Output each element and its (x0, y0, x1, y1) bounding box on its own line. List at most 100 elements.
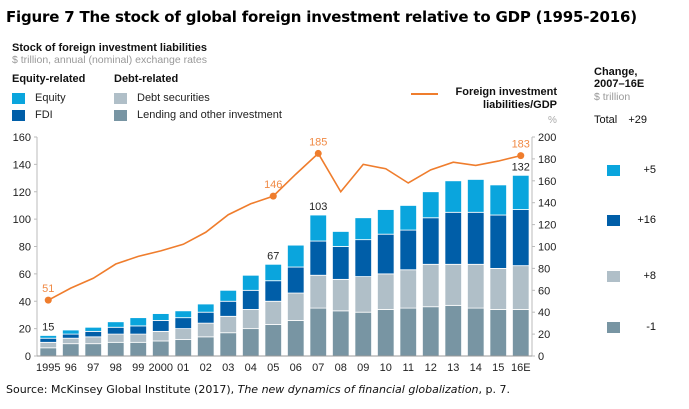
bar-segment-equity (242, 274, 260, 291)
right-axis-unit: % (548, 115, 557, 126)
bar-segment-debt-securities (377, 273, 395, 310)
bar-segment-debt-securities (354, 276, 372, 313)
legend-item-fdi: FDI (12, 109, 53, 121)
x-axis-tick-label: 2000 (149, 362, 173, 374)
bar-segment-debt-securities (152, 330, 170, 342)
change-total: Total +29 (594, 114, 647, 126)
source-note: Source: McKinsey Global Institute (2017)… (6, 383, 510, 396)
bar-segment-fdi (242, 289, 260, 310)
bar-segment-lending-and-other-investment (422, 306, 440, 357)
left-axis-tick-label: 20 (19, 324, 31, 336)
bar-total-label: 103 (309, 201, 327, 213)
change-total-label: Total (594, 114, 618, 126)
bar-segment-fdi (287, 266, 305, 294)
x-axis-tick-label: 14 (470, 362, 482, 374)
bar-segment-fdi (84, 330, 102, 338)
bar-segment-lending-and-other-investment (197, 336, 215, 357)
bar-segment-debt-securities (512, 265, 530, 310)
bar-segment-lending-and-other-investment (444, 304, 462, 357)
bar-segment-equity (197, 303, 215, 313)
right-axis-tick-label: 20 (538, 329, 550, 341)
x-axis-tick-label: 13 (447, 362, 459, 374)
bar-segment-fdi (377, 233, 395, 275)
right-axis-tick-label: 0 (538, 351, 544, 363)
gdp-ratio-label: 146 (264, 179, 282, 191)
change-value: +5 (643, 164, 656, 176)
bar-segment-lending-and-other-investment (39, 347, 57, 357)
chart-title: Stock of foreign investment liabilities (12, 42, 207, 54)
change-swatch (607, 214, 620, 226)
change-title-2: 2007–16E (594, 78, 645, 90)
left-axis-tick-label: 0 (25, 351, 31, 363)
bar-segment-lending-and-other-investment (309, 307, 327, 357)
legend-line-label-2: liabilities/GDP (483, 99, 557, 111)
bar-segment-debt-securities (219, 315, 237, 334)
x-axis-tick-label: 07 (312, 362, 324, 374)
bar-segment-equity (354, 217, 372, 241)
bar-segment-fdi (332, 246, 350, 280)
bar-segment-fdi (309, 240, 327, 276)
bar-segment-lending-and-other-investment (489, 309, 507, 357)
bar-segment-fdi (354, 239, 372, 278)
bar-segment-debt-securities (489, 267, 507, 310)
left-axis-tick-label: 100 (13, 214, 31, 226)
bar-segment-fdi (467, 211, 485, 265)
gdp-ratio-point (314, 149, 322, 157)
change-row-equity: +5 (607, 164, 656, 176)
x-axis-tick-label: 04 (245, 362, 257, 374)
bar-segment-equity (422, 191, 440, 219)
bar-segment-debt-securities (444, 263, 462, 306)
legend-item-lending: Lending and other investment (114, 109, 282, 121)
bar-segment-debt-securities (174, 328, 192, 340)
bar-segment-equity (377, 209, 395, 235)
legend-swatch-debt-securities (114, 92, 127, 104)
x-axis-tick-label: 11 (403, 362, 414, 374)
gdp-ratio-label: 185 (309, 136, 327, 148)
x-axis-tick-label: 1995 (36, 362, 60, 374)
right-axis-tick-label: 40 (538, 307, 550, 319)
change-unit: $ trillion (594, 91, 631, 103)
bar-segment-lending-and-other-investment (399, 307, 417, 357)
bar-segment-lending-and-other-investment (287, 320, 305, 357)
bar-segment-fdi (152, 320, 170, 332)
bar-segment-lending-and-other-investment (264, 324, 282, 357)
bar-segment-fdi (444, 211, 462, 265)
bar-segment-debt-securities (107, 333, 125, 343)
x-axis-tick-label: 97 (87, 362, 99, 374)
bar-segment-equity (219, 289, 237, 302)
gdp-ratio-label: 183 (512, 139, 530, 151)
legend-line-label: Foreign investment liabilities/GDP (456, 86, 557, 112)
bar-segment-equity (62, 329, 80, 335)
change-row-lending: -1 (607, 321, 656, 333)
right-axis-tick-label: 80 (538, 263, 550, 275)
right-axis-tick-label: 140 (538, 198, 556, 210)
bar-segment-fdi (39, 337, 57, 343)
bar-segment-equity (264, 263, 282, 282)
change-panel-title: Change, 2007–16E (594, 66, 644, 90)
bar-segment-debt-securities (309, 274, 327, 309)
bar-segment-equity (39, 335, 57, 339)
bar-segment-fdi (107, 326, 125, 335)
source-suffix: , p. 7. (478, 383, 510, 396)
legend-label: Lending and other investment (137, 109, 282, 121)
bar-segment-debt-securities (422, 263, 440, 308)
source-title: The new dynamics of financial globalizat… (237, 383, 479, 396)
right-axis-tick-label: 120 (538, 220, 556, 232)
bar-segment-equity (129, 317, 147, 327)
legend-line-label-1: Foreign investment (455, 86, 557, 98)
bar-segment-equity (152, 313, 170, 321)
legend-swatch-fdi (12, 109, 25, 121)
legend-label: Debt securities (137, 92, 210, 104)
bar-segment-equity (107, 321, 125, 328)
bar-segment-equity (287, 244, 305, 268)
bar-segment-lending-and-other-investment (512, 309, 530, 357)
source-prefix: Source: McKinsey Global Institute (2017)… (6, 383, 238, 396)
change-title-1: Change, (594, 66, 638, 78)
x-axis-tick-label: 10 (380, 362, 392, 374)
change-swatch (607, 164, 620, 176)
bar-segment-lending-and-other-investment (219, 332, 237, 357)
bar-segment-debt-securities (399, 269, 417, 309)
left-axis-tick-label: 140 (13, 159, 31, 171)
bar-segment-equity (309, 214, 327, 242)
